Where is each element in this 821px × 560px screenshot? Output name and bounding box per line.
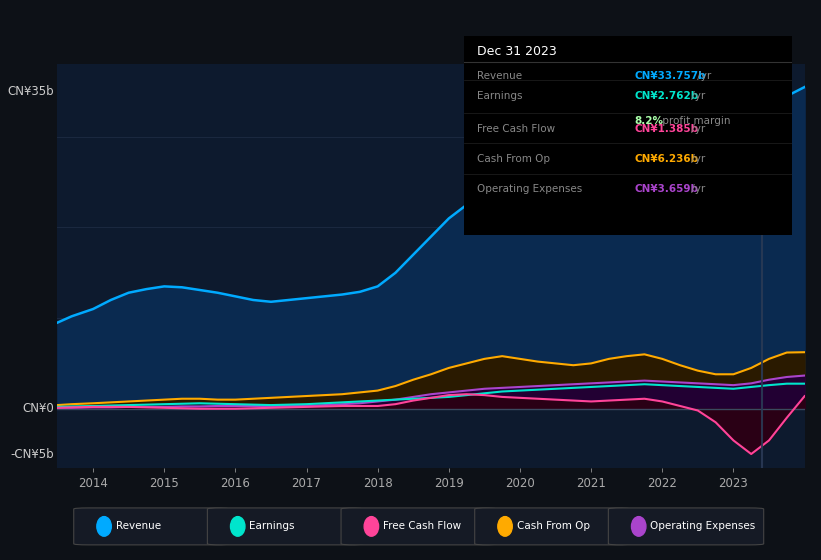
FancyBboxPatch shape <box>475 508 630 545</box>
Text: /yr: /yr <box>694 71 711 81</box>
Text: Earnings: Earnings <box>477 91 522 101</box>
Text: /yr: /yr <box>688 91 705 101</box>
Text: CN¥3.659b: CN¥3.659b <box>635 184 699 194</box>
Ellipse shape <box>97 516 112 536</box>
Text: Free Cash Flow: Free Cash Flow <box>477 124 555 134</box>
Text: Operating Expenses: Operating Expenses <box>650 521 755 531</box>
Text: Cash From Op: Cash From Op <box>477 153 550 164</box>
Text: profit margin: profit margin <box>659 116 731 126</box>
FancyBboxPatch shape <box>208 508 363 545</box>
Ellipse shape <box>498 516 512 536</box>
Text: CN¥6.236b: CN¥6.236b <box>635 153 699 164</box>
Text: CN¥35b: CN¥35b <box>7 85 53 98</box>
Ellipse shape <box>631 516 646 536</box>
Text: Dec 31 2023: Dec 31 2023 <box>477 45 557 58</box>
FancyBboxPatch shape <box>74 508 229 545</box>
Text: Revenue: Revenue <box>116 521 161 531</box>
Text: Free Cash Flow: Free Cash Flow <box>383 521 461 531</box>
Text: /yr: /yr <box>688 124 705 134</box>
Ellipse shape <box>365 516 378 536</box>
Text: CN¥2.762b: CN¥2.762b <box>635 91 699 101</box>
FancyBboxPatch shape <box>608 508 764 545</box>
Text: /yr: /yr <box>688 184 705 194</box>
Text: CN¥33.757b: CN¥33.757b <box>635 71 706 81</box>
Text: -CN¥5b: -CN¥5b <box>10 447 53 460</box>
Ellipse shape <box>231 516 245 536</box>
Text: Revenue: Revenue <box>477 71 522 81</box>
Text: Earnings: Earnings <box>250 521 295 531</box>
Text: CN¥0: CN¥0 <box>22 402 53 415</box>
Text: /yr: /yr <box>688 153 705 164</box>
Text: Operating Expenses: Operating Expenses <box>477 184 582 194</box>
Text: CN¥1.385b: CN¥1.385b <box>635 124 699 134</box>
FancyBboxPatch shape <box>341 508 497 545</box>
Text: 8.2%: 8.2% <box>635 116 663 126</box>
Text: Cash From Op: Cash From Op <box>516 521 589 531</box>
